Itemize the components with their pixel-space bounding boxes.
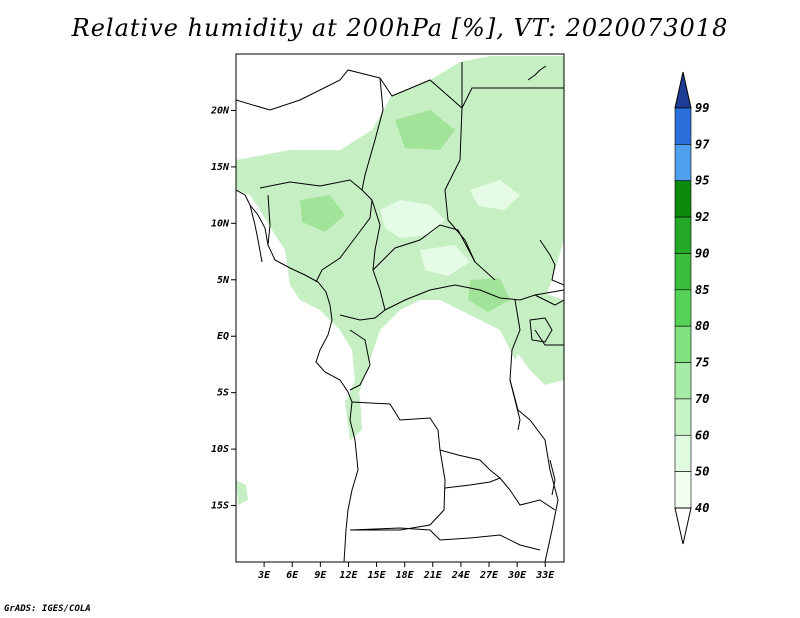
lon-label: 24E [451,570,471,581]
lon-label: 18E [396,570,415,581]
colorbar-cap-top [675,72,691,108]
colorbar-label: 60 [695,428,709,442]
lon-label: 3E [257,570,271,581]
lat-label: 10S [211,444,229,455]
colorbar-label: 90 [695,246,709,260]
colorbar-label: 75 [695,356,709,370]
lon-label: 9E [314,570,327,581]
lat-label: 5N [217,275,230,286]
colorbar-label: 80 [695,319,709,333]
humidity-field [236,56,564,505]
lon-label: 33E [535,570,555,581]
colorbar-label: 92 [695,210,709,224]
border-algeria-niger [236,70,380,110]
colorbar-bin [675,326,691,362]
credit-label: GrADS: IGES/COLA [4,604,91,614]
colorbar-label: 50 [695,465,709,479]
map-figure: 20N 15N 10N 5N EQ 5S 10S 15S 3E 6E 9E 12E 15E 18E 21E… [0,0,800,618]
border-angola-zambia [350,450,445,530]
colorbar-label: 85 [695,283,709,297]
lon-label: 6E [286,570,299,581]
lon-label: 30E [507,570,527,581]
colorbar-label: 70 [695,392,709,406]
lat-label: 10N [211,218,230,229]
colorbar-bin [675,472,691,508]
lon-label: 12E [339,570,358,581]
colorbar: 99 97 95 92 90 85 80 75 70 60 50 40 [675,72,710,544]
lon-label: 15E [368,570,387,581]
colorbar-bin [675,363,691,399]
border-zambia [445,478,555,510]
colorbar-label: 95 [695,174,709,188]
lake-tanganyika [510,380,520,430]
colorbar-bin [675,144,691,180]
colorbar-bin [675,399,691,435]
colorbar-bin [675,181,691,217]
lat-label: 15N [211,162,230,173]
lat-label: EQ [217,331,229,342]
humidity-area-southwest [236,480,248,505]
colorbar-bin [675,290,691,326]
colorbar-label: 97 [695,137,710,151]
colorbar-label: 40 [695,501,709,515]
colorbar-cap-bottom [675,508,691,544]
colorbar-bin [675,108,691,144]
lon-label: 27E [479,570,499,581]
lat-label: 15S [211,501,229,512]
colorbar-label: 99 [695,101,709,115]
colorbar-bin [675,217,691,253]
humidity-area-east [505,290,564,385]
colorbar-bin [675,435,691,471]
latitude-axis: 20N 15N 10N 5N EQ 5S 10S 15S [210,105,236,511]
lat-label: 20N [210,105,230,116]
lat-label: 5S [217,388,229,399]
longitude-axis: 3E 6E 9E 12E 15E 18E 21E 24E 27E 30E 33E [257,562,555,581]
border-namibia [350,528,540,550]
border-drc-angola [352,402,500,478]
colorbar-bin [675,253,691,289]
lon-label: 21E [423,570,443,581]
